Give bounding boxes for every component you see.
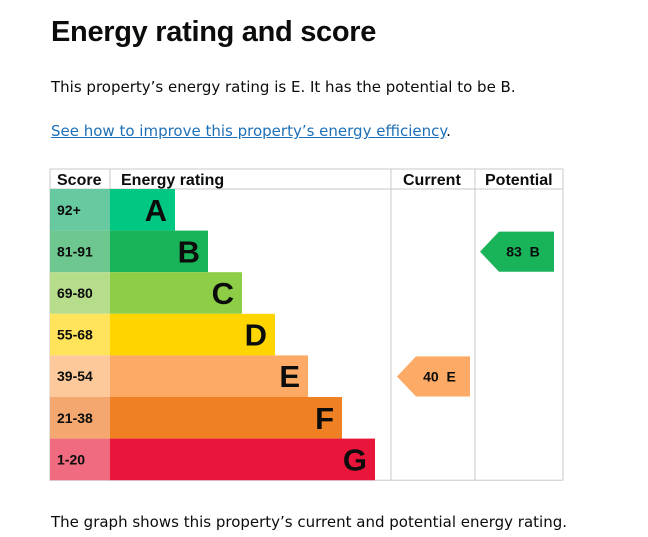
link-suffix: . (446, 122, 451, 140)
header-current: Current (403, 172, 461, 189)
score-cell-C (50, 272, 110, 314)
rating-bar-D (110, 313, 275, 356)
page-title: Energy rating and score (51, 16, 377, 48)
energy-rating-chart: Score Energy rating Current Potential 92+ A 81… (49, 168, 564, 481)
score-label-E: 39-54 (57, 368, 93, 384)
improve-paragraph: See how to improve this property’s energ… (51, 122, 451, 140)
rating-letter-G: G (343, 442, 367, 477)
rating-letter-C: C (212, 276, 234, 311)
rating-letter-D: D (245, 318, 267, 353)
rating-letter-E: E (279, 359, 300, 394)
header-potential: Potential (485, 172, 553, 189)
score-label-G: 1-20 (57, 451, 85, 467)
rating-bar-B (110, 230, 208, 273)
rating-bar-E (110, 355, 308, 397)
potential-rating-arrow (480, 231, 554, 272)
header-score: Score (57, 172, 102, 189)
rating-letter-B: B (178, 234, 200, 269)
rating-bar-G (110, 438, 375, 481)
score-cell-G (50, 438, 110, 481)
header-energy-rating: Energy rating (121, 172, 224, 189)
rating-bar-F (110, 397, 342, 439)
score-cell-D (50, 313, 110, 356)
score-cell-F (50, 397, 110, 439)
score-label-B: 81-91 (57, 243, 93, 259)
score-label-C: 69-80 (57, 285, 93, 301)
rating-summary: This property’s energy rating is E. It h… (51, 78, 516, 96)
score-label-F: 21-38 (57, 410, 93, 426)
current-rating-label: 40 E (423, 368, 456, 384)
current-rating-arrow (397, 356, 470, 397)
rating-letter-A: A (145, 193, 167, 228)
improve-efficiency-link[interactable]: See how to improve this property’s energ… (51, 122, 447, 140)
score-label-A: 92+ (57, 202, 81, 218)
score-cell-B (50, 230, 110, 273)
potential-rating-label: 83 B (506, 244, 540, 260)
graph-caption: The graph shows this property’s current … (51, 513, 567, 531)
rating-letter-F: F (315, 401, 334, 436)
rating-bar-C (110, 272, 242, 314)
score-label-D: 55-68 (57, 327, 93, 343)
score-cell-E (50, 355, 110, 397)
rating-bar-A (110, 189, 175, 231)
score-cell-A (50, 189, 110, 231)
